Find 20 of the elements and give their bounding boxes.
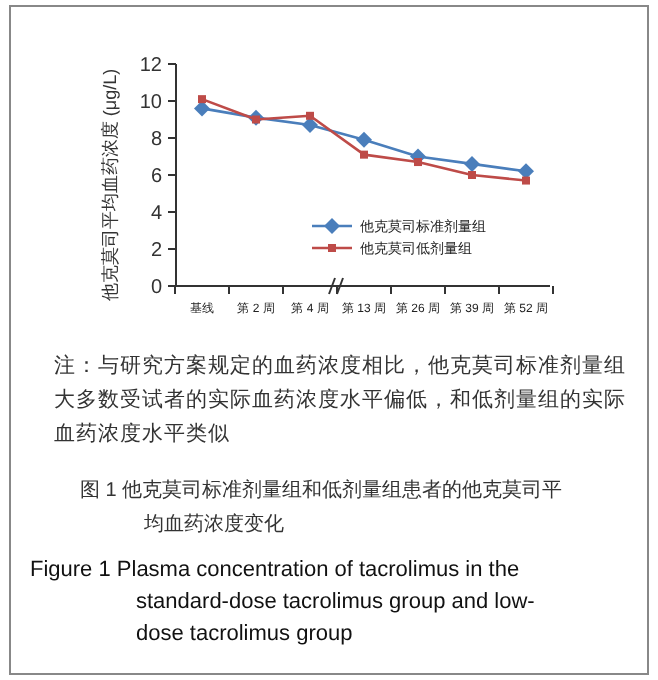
- point: [360, 150, 368, 159]
- text: Figure 1 Plasma concentration of tacrolimus in the standard-dose tacrolimus group and low-dose tacrolimus group: [30, 558, 536, 646]
- point: [522, 176, 530, 185]
- y-tick-label: 0: [150, 277, 163, 299]
- text: 注：与研究方案规定的血药浓度相比，他克莫司标准剂量组大多数受试者的实际血药浓度水平偏低，和低剂量组的实际血药浓度水平类似: [54, 352, 626, 446]
- point: [302, 117, 318, 134]
- y-tick-label: 8: [150, 129, 163, 151]
- y-tick-label: 4: [150, 203, 163, 225]
- point: [464, 155, 480, 172]
- text: 图 1 他克莫司标准剂量组和低剂量组患者的他克莫司平均血药浓度变化: [80, 478, 563, 536]
- y-tick-label: 6: [150, 166, 163, 188]
- point: [356, 131, 372, 148]
- point: [414, 158, 422, 167]
- y-axis-title: 他克莫司平均血药浓度 (μg/L): [100, 68, 120, 302]
- y-tick-label: 12: [139, 55, 163, 77]
- point: [198, 95, 206, 104]
- y-tick-label: 2: [150, 240, 163, 262]
- y-tick-label: 10: [139, 92, 163, 114]
- point: [306, 111, 314, 120]
- point: [468, 171, 476, 179]
